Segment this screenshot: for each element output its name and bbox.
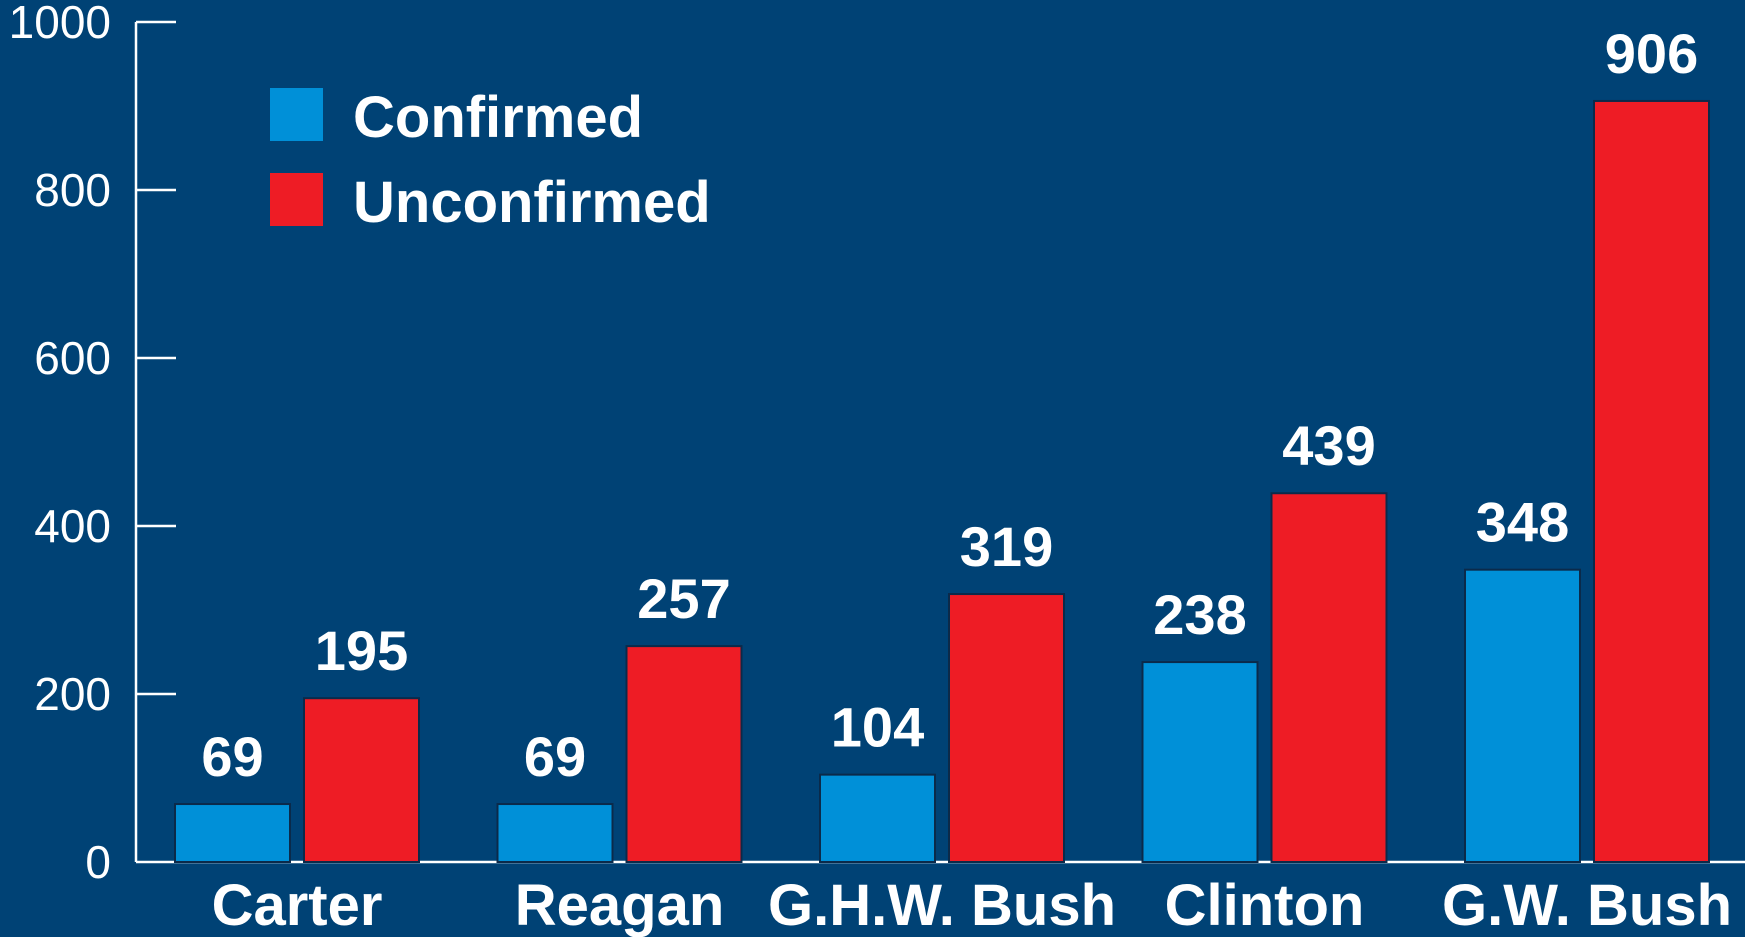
- data-label: 69: [524, 725, 586, 788]
- value-labels: 69 195 69 257 104 319 238 439 348 906: [201, 22, 1698, 788]
- data-label: 319: [960, 515, 1053, 578]
- legend: Confirmed Unconfirmed: [270, 85, 711, 235]
- bar-confirmed-carter: [174, 803, 291, 863]
- x-tick-label: Clinton: [1165, 873, 1365, 937]
- data-label: 348: [1476, 491, 1569, 554]
- bar-unconfirmed-g-h-w-bush: [948, 593, 1065, 863]
- data-label: 195: [315, 619, 408, 682]
- bar-confirmed-clinton: [1141, 661, 1259, 864]
- bar-unconfirmed-clinton: [1270, 492, 1388, 863]
- y-axis: 0 200 400 600 800 1000: [9, 0, 176, 888]
- data-label: 69: [201, 725, 263, 788]
- bars: [174, 99, 1710, 864]
- data-label: 257: [637, 567, 730, 630]
- y-tick-label: 400: [34, 500, 111, 552]
- legend-label-unconfirmed: Unconfirmed: [353, 170, 711, 235]
- data-label: 238: [1153, 583, 1246, 646]
- x-tick-label: G.H.W. Bush: [768, 873, 1116, 937]
- y-tick-label: 800: [34, 164, 111, 216]
- data-label: 906: [1605, 22, 1698, 85]
- y-tick-label: 200: [34, 668, 111, 720]
- data-label: 104: [831, 696, 924, 759]
- y-tick-label: 0: [85, 836, 111, 888]
- y-tick-label: 600: [34, 332, 111, 384]
- bar-unconfirmed-reagan: [625, 645, 743, 863]
- category-labels: Carter Reagan G.H.W. Bush Clinton G.W. Bush: [212, 873, 1732, 937]
- bar-confirmed-g-h-w-bush: [819, 773, 936, 864]
- bar-confirmed-reagan: [496, 803, 614, 863]
- y-tick-label: 1000: [9, 0, 111, 48]
- legend-swatch-confirmed: [270, 88, 323, 141]
- x-tick-label: Carter: [212, 873, 383, 937]
- legend-swatch-unconfirmed: [270, 173, 323, 226]
- x-tick-label: G.W. Bush: [1442, 873, 1732, 937]
- bar-unconfirmed-carter: [303, 697, 420, 864]
- bar-confirmed-g-w-bush: [1464, 568, 1581, 863]
- data-label: 439: [1282, 414, 1375, 477]
- bar-unconfirmed-g-w-bush: [1593, 99, 1710, 863]
- x-tick-label: Reagan: [515, 873, 725, 937]
- legend-label-confirmed: Confirmed: [353, 85, 643, 150]
